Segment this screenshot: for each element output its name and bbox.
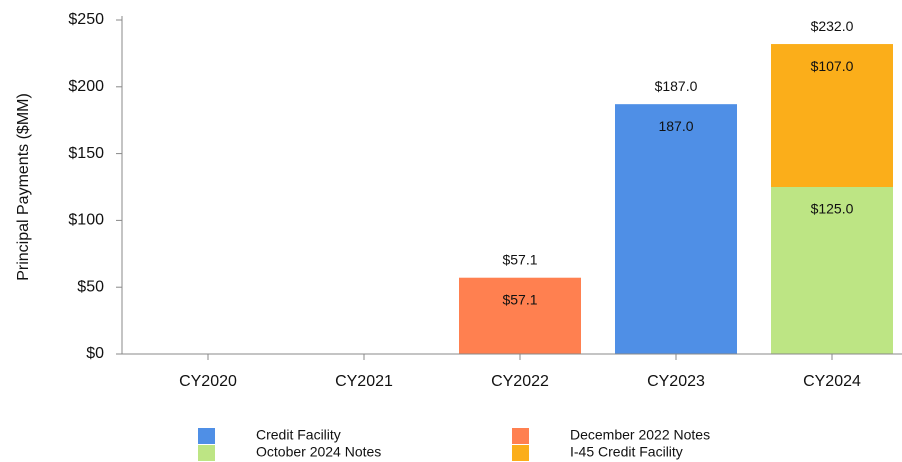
y-tick-label: $50 <box>77 278 104 295</box>
y-tick-label: $100 <box>68 212 104 229</box>
bar-segment <box>615 104 737 354</box>
bar-segment <box>771 44 893 187</box>
value-label: $57.1 <box>502 291 537 307</box>
legend-swatch <box>198 428 215 444</box>
legend-swatch <box>512 428 529 444</box>
x-tick-label: CY2021 <box>335 373 393 390</box>
legend-label: October 2024 Notes <box>256 444 381 460</box>
y-tick-label: $250 <box>68 11 104 28</box>
y-axis-label: Principal Payments ($MM) <box>15 93 32 281</box>
bar-segment <box>771 187 893 354</box>
y-tick-label: $0 <box>86 345 104 362</box>
y-tick-label: $200 <box>68 78 104 95</box>
bar-segment <box>459 277 581 354</box>
legend-label: I-45 Credit Facility <box>570 444 683 460</box>
x-tick-label: CY2022 <box>491 373 549 390</box>
x-tick-label: CY2024 <box>803 373 861 390</box>
total-label: $187.0 <box>655 78 698 94</box>
value-label: 187.0 <box>658 118 693 134</box>
total-label: $232.0 <box>811 18 854 34</box>
value-label: $125.0 <box>811 201 854 217</box>
y-tick-label: $150 <box>68 145 104 162</box>
legend-swatch <box>198 445 215 461</box>
legend-label: Credit Facility <box>256 427 341 443</box>
legend-swatch <box>512 445 529 461</box>
value-label: $107.0 <box>811 58 854 74</box>
x-tick-label: CY2020 <box>179 373 237 390</box>
legend-label: December 2022 Notes <box>570 427 710 443</box>
total-label: $57.1 <box>502 251 537 267</box>
x-tick-label: CY2023 <box>647 373 705 390</box>
